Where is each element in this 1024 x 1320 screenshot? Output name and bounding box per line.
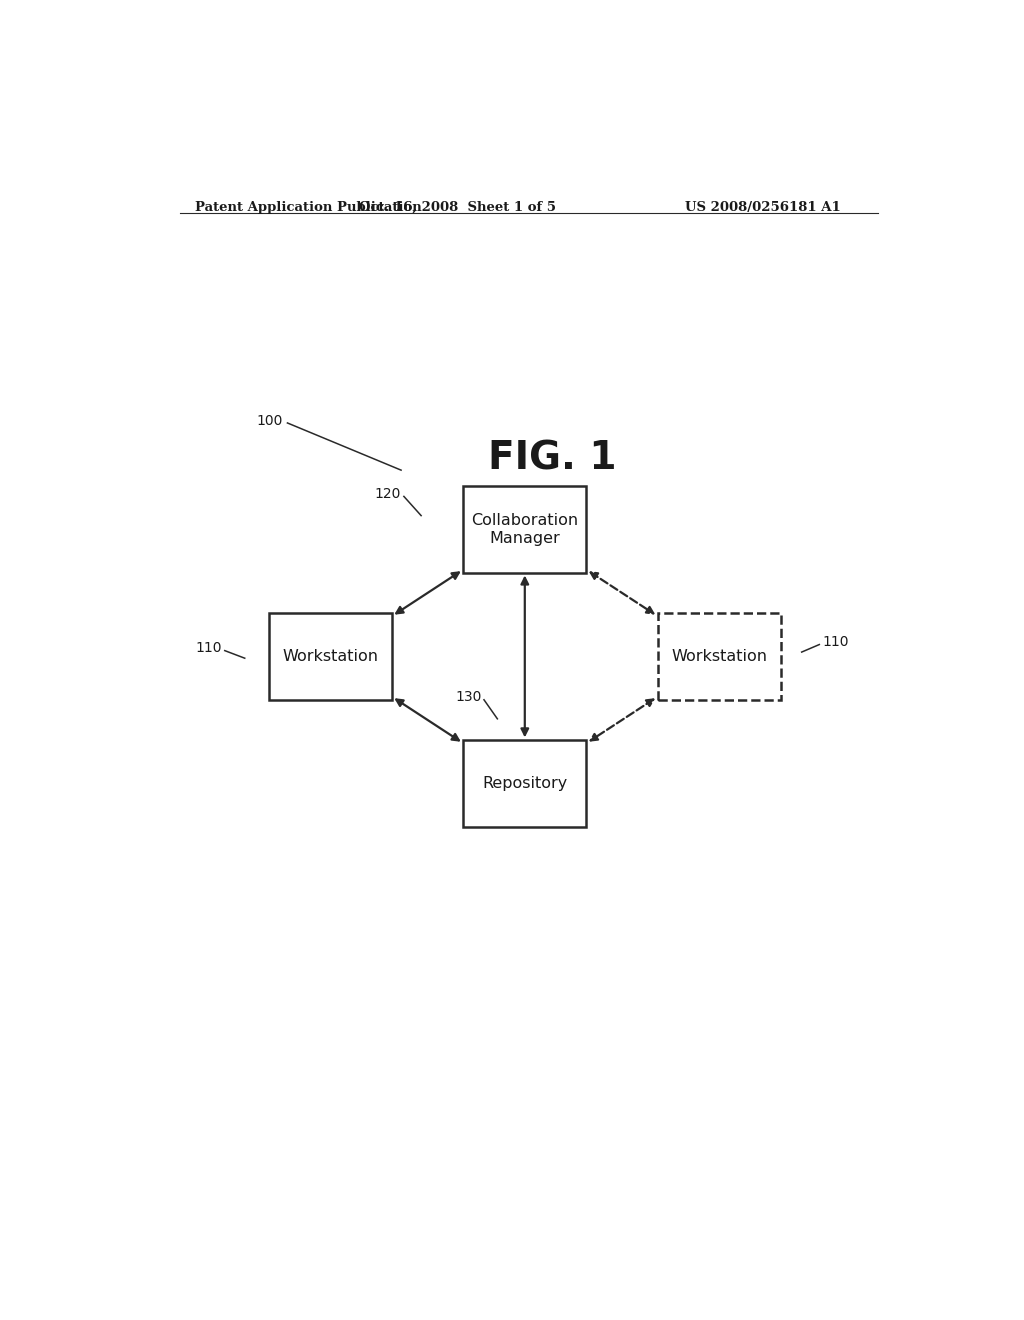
Text: Collaboration
Manager: Collaboration Manager bbox=[471, 512, 579, 546]
Text: 110: 110 bbox=[196, 642, 221, 655]
Text: US 2008/0256181 A1: US 2008/0256181 A1 bbox=[685, 201, 841, 214]
Text: Patent Application Publication: Patent Application Publication bbox=[196, 201, 422, 214]
FancyBboxPatch shape bbox=[269, 614, 392, 700]
Text: 110: 110 bbox=[822, 635, 849, 649]
Text: Oct. 16, 2008  Sheet 1 of 5: Oct. 16, 2008 Sheet 1 of 5 bbox=[358, 201, 556, 214]
FancyBboxPatch shape bbox=[463, 741, 587, 826]
FancyBboxPatch shape bbox=[657, 614, 780, 700]
Text: 100: 100 bbox=[256, 413, 283, 428]
Text: 130: 130 bbox=[456, 690, 482, 704]
Text: Workstation: Workstation bbox=[283, 649, 379, 664]
FancyBboxPatch shape bbox=[463, 486, 587, 573]
Text: Workstation: Workstation bbox=[672, 649, 767, 664]
Text: 120: 120 bbox=[375, 487, 401, 500]
Text: FIG. 1: FIG. 1 bbox=[488, 440, 616, 478]
Text: Repository: Repository bbox=[482, 776, 567, 791]
